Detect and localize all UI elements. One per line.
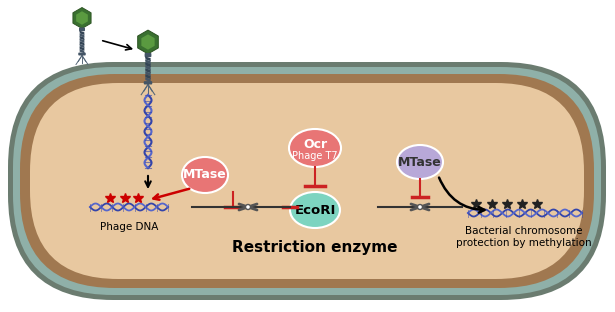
Text: Ocr: Ocr <box>303 138 327 150</box>
Text: protection by methylation: protection by methylation <box>456 238 592 248</box>
Text: Phage T7: Phage T7 <box>292 151 338 161</box>
Polygon shape <box>138 30 158 54</box>
FancyBboxPatch shape <box>8 62 606 300</box>
FancyBboxPatch shape <box>13 67 601 295</box>
FancyBboxPatch shape <box>78 52 85 56</box>
Ellipse shape <box>290 192 340 228</box>
FancyBboxPatch shape <box>20 74 594 288</box>
Text: Restriction enzyme: Restriction enzyme <box>232 240 398 255</box>
Text: MTase: MTase <box>398 155 442 168</box>
Ellipse shape <box>182 157 228 193</box>
FancyBboxPatch shape <box>79 27 85 31</box>
Ellipse shape <box>397 145 443 179</box>
FancyBboxPatch shape <box>144 81 153 85</box>
FancyBboxPatch shape <box>145 53 151 57</box>
Polygon shape <box>76 11 88 25</box>
FancyBboxPatch shape <box>30 83 584 279</box>
Text: Phage DNA: Phage DNA <box>100 222 158 232</box>
Circle shape <box>245 204 250 209</box>
Text: MTase: MTase <box>183 168 227 182</box>
Text: EcoRI: EcoRI <box>295 203 336 217</box>
Ellipse shape <box>289 129 341 167</box>
Text: Bacterial chromosome: Bacterial chromosome <box>466 226 583 236</box>
Circle shape <box>418 204 423 209</box>
Polygon shape <box>73 7 91 28</box>
Polygon shape <box>141 34 154 50</box>
